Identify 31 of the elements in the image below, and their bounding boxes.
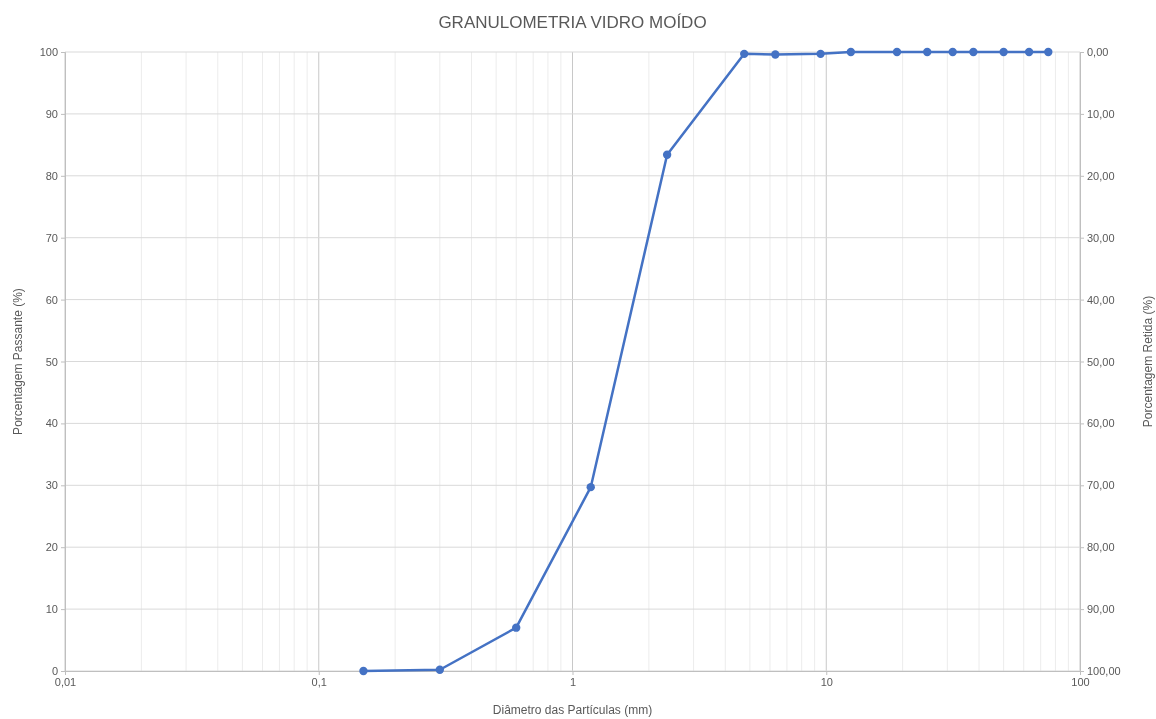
y2-tick-label: 100,00	[1087, 665, 1121, 678]
x-tick-label: 100	[1071, 675, 1090, 688]
y-axis-title: Porcentagem Passante (%)	[11, 288, 25, 435]
y2-tick-label: 60,00	[1087, 417, 1115, 430]
y-tick-label: 0	[51, 665, 58, 678]
y-tick-label: 100	[39, 46, 58, 59]
y2-tick-label: 90,00	[1087, 603, 1115, 616]
y2-tick-label: 30,00	[1087, 231, 1115, 244]
y-tick-label: 40	[45, 417, 58, 430]
y2-tick-label: 50,00	[1087, 355, 1115, 368]
y2-tick-label: 20,00	[1087, 169, 1115, 182]
y-tick-label: 30	[45, 479, 58, 492]
y-tick-label: 10	[45, 603, 58, 616]
x-tick-label: 0,1	[311, 675, 327, 688]
y2-tick-label: 0,00	[1087, 46, 1109, 59]
y-tick-label: 70	[45, 231, 58, 244]
x-tick-label: 1	[569, 675, 577, 688]
y-tick-label: 80	[45, 169, 58, 182]
chart-title: GRANULOMETRIA VIDRO MOÍDO	[438, 13, 707, 32]
y-tick-label: 90	[45, 107, 58, 120]
y2-tick-label: 40,00	[1087, 293, 1115, 306]
y2-tick-label: 10,00	[1087, 107, 1115, 120]
x-tick-label: 10	[820, 675, 833, 688]
y2-tick-label: 70,00	[1087, 479, 1115, 492]
y2-axis-title: Porcentagem Retida (%)	[1141, 295, 1155, 428]
y-tick-label: 50	[45, 355, 58, 368]
x-axis-title: Diâmetro das Partículas (mm)	[492, 703, 653, 717]
y-tick-label: 20	[45, 541, 58, 554]
y-tick-label: 60	[45, 293, 58, 306]
x-tick-label: 0,01	[54, 675, 77, 688]
y2-tick-label: 80,00	[1087, 541, 1115, 554]
